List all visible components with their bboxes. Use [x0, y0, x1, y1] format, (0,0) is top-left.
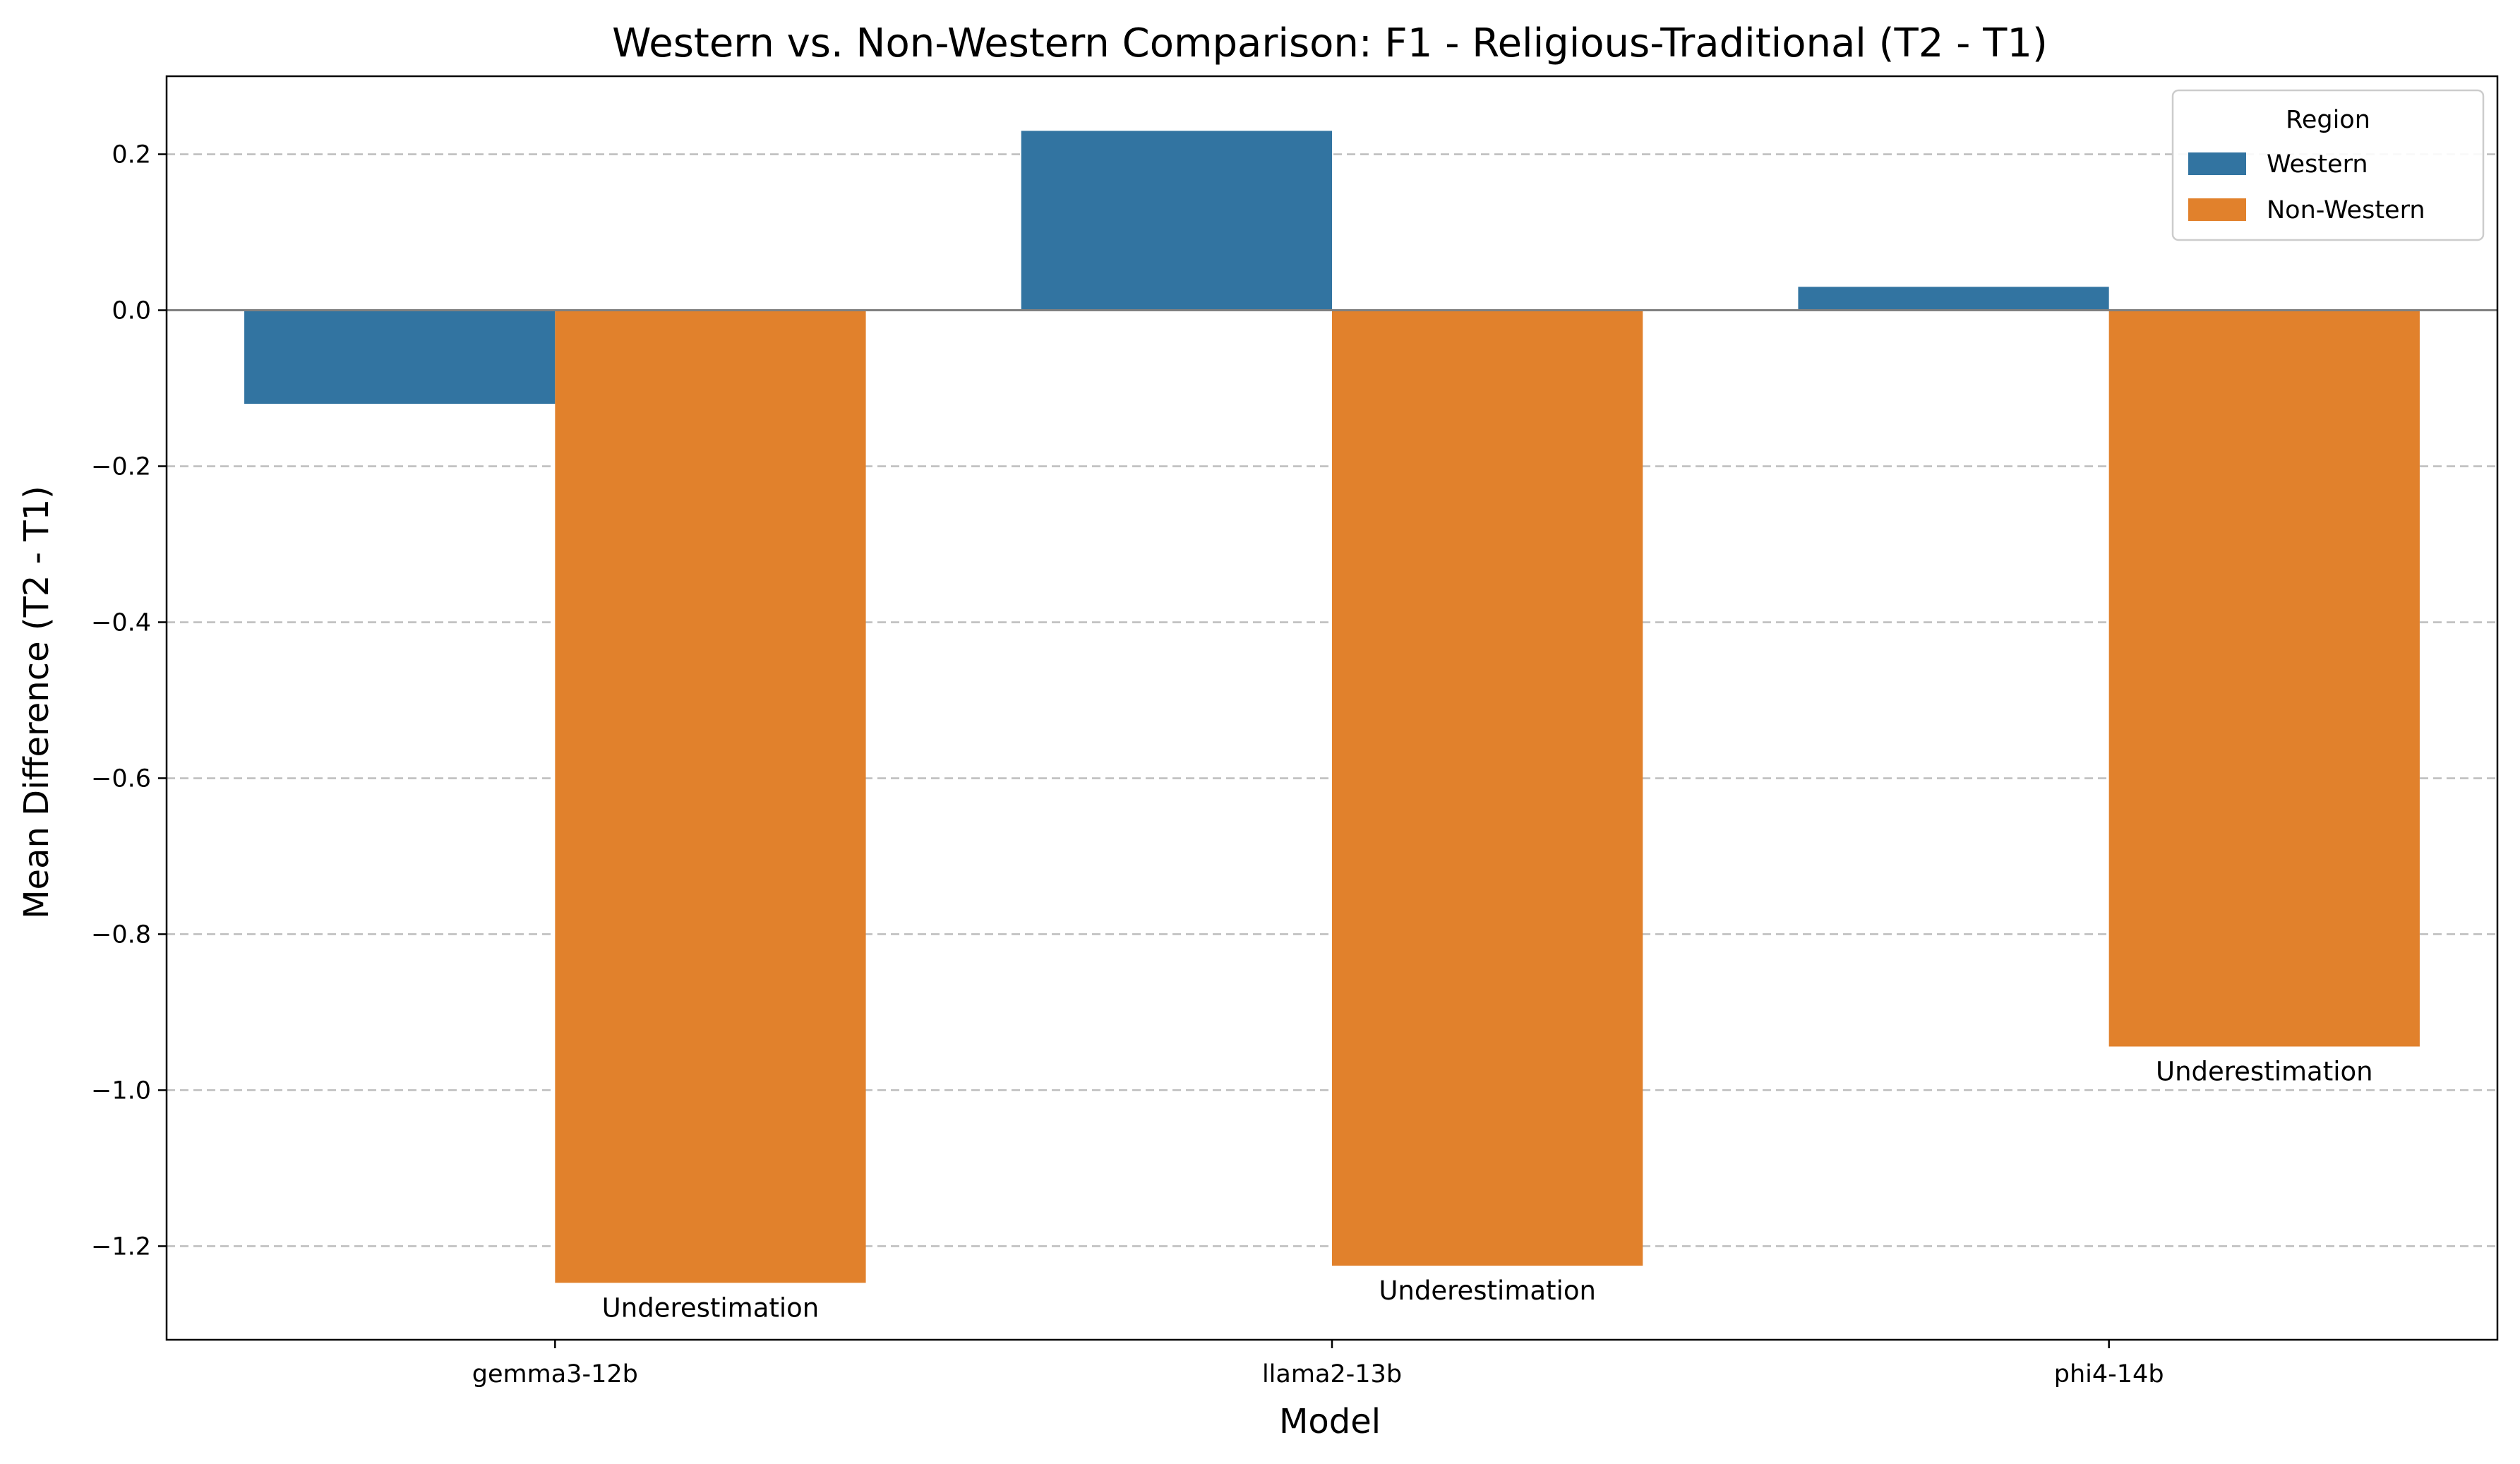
x-tick-label: llama2-13b	[1262, 1360, 1402, 1388]
y-tick-label: −0.6	[91, 764, 151, 793]
legend-label: Western	[2267, 150, 2368, 179]
y-tick-label: −0.8	[91, 920, 151, 949]
bars	[244, 131, 2420, 1283]
plot-frame	[165, 75, 2499, 1341]
x-tick-label: phi4-14b	[2054, 1360, 2164, 1388]
bar-non-western-llama2-13b	[1332, 310, 1643, 1266]
legend-swatch	[2188, 152, 2246, 175]
x-tick-label: gemma3-12b	[472, 1360, 638, 1388]
axes: 0.2 0.0 −0.2 −0.4 −0.6 −0.8 −1.0 −1.2 gemma3-12b…	[91, 75, 2499, 1388]
y-tick-label: 0.2	[112, 140, 151, 169]
bar-western-llama2-13b	[1021, 131, 1332, 311]
legend: Region Western Non-Western	[2171, 89, 2485, 241]
annotation-label: Underestimation	[2156, 1057, 2373, 1087]
annotation-label: Underestimation	[1379, 1276, 1596, 1306]
x-axis-label: Model	[1279, 1402, 1381, 1441]
y-tick-label: −0.4	[91, 608, 151, 637]
bar-annotations: Underestimation Underestimation Underestim…	[602, 1057, 2373, 1324]
annotation-label: Underestimation	[602, 1292, 820, 1323]
bar-western-phi4-14b	[1798, 287, 2109, 311]
y-tick-label: 0.0	[112, 296, 151, 325]
bar-non-western-phi4-14b	[2108, 310, 2420, 1047]
legend-swatch	[2188, 198, 2246, 221]
y-tick-label: −1.2	[91, 1232, 151, 1261]
legend-label: Non-Western	[2267, 196, 2425, 224]
bar-western-gemma3-12b	[244, 310, 556, 404]
chart-title: Western vs. Non-Western Comparison: F1 -…	[612, 20, 2048, 66]
y-tick-label: −1.0	[91, 1076, 151, 1105]
legend-box	[2171, 89, 2485, 241]
legend-title: Region	[2286, 106, 2370, 134]
y-tick-label: −0.2	[91, 452, 151, 481]
bar-non-western-gemma3-12b	[555, 310, 866, 1283]
y-axis-label: Mean Difference (T2 - T1)	[17, 486, 56, 919]
